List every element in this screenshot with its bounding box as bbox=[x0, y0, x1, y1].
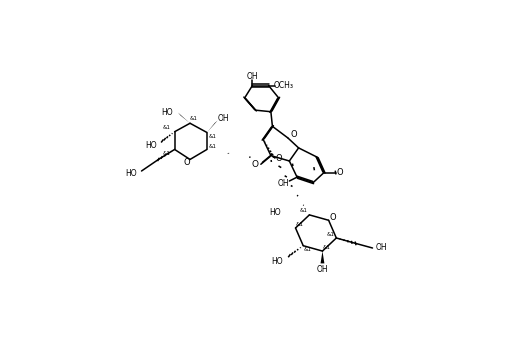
Text: O: O bbox=[335, 168, 342, 177]
Text: OH: OH bbox=[277, 179, 288, 188]
Text: OCH₃: OCH₃ bbox=[273, 81, 293, 90]
Polygon shape bbox=[178, 112, 190, 123]
Text: &1: &1 bbox=[189, 116, 197, 121]
Polygon shape bbox=[320, 251, 324, 263]
Text: O: O bbox=[290, 129, 297, 138]
Text: &1: &1 bbox=[326, 232, 333, 237]
Text: OH: OH bbox=[218, 114, 229, 123]
Text: HO: HO bbox=[161, 108, 172, 117]
Polygon shape bbox=[283, 216, 295, 228]
Text: &1: &1 bbox=[163, 151, 171, 156]
Text: O: O bbox=[183, 158, 190, 167]
Polygon shape bbox=[207, 120, 217, 133]
Text: &1: &1 bbox=[304, 247, 311, 252]
Text: &1: &1 bbox=[322, 245, 330, 250]
Text: HO: HO bbox=[271, 256, 282, 265]
Text: &1: &1 bbox=[208, 134, 216, 139]
Text: HO: HO bbox=[145, 141, 157, 150]
Text: HO: HO bbox=[269, 208, 281, 217]
Text: &1: &1 bbox=[295, 222, 302, 227]
Text: OH: OH bbox=[316, 265, 328, 274]
Text: &1: &1 bbox=[298, 208, 307, 213]
Text: HO: HO bbox=[125, 169, 136, 178]
Text: O: O bbox=[329, 213, 335, 222]
Text: O: O bbox=[251, 160, 259, 169]
Text: O: O bbox=[275, 154, 281, 163]
Text: &1: &1 bbox=[163, 125, 171, 130]
Text: OH: OH bbox=[375, 244, 387, 253]
Text: OH: OH bbox=[246, 72, 258, 81]
Text: &1: &1 bbox=[208, 144, 216, 149]
